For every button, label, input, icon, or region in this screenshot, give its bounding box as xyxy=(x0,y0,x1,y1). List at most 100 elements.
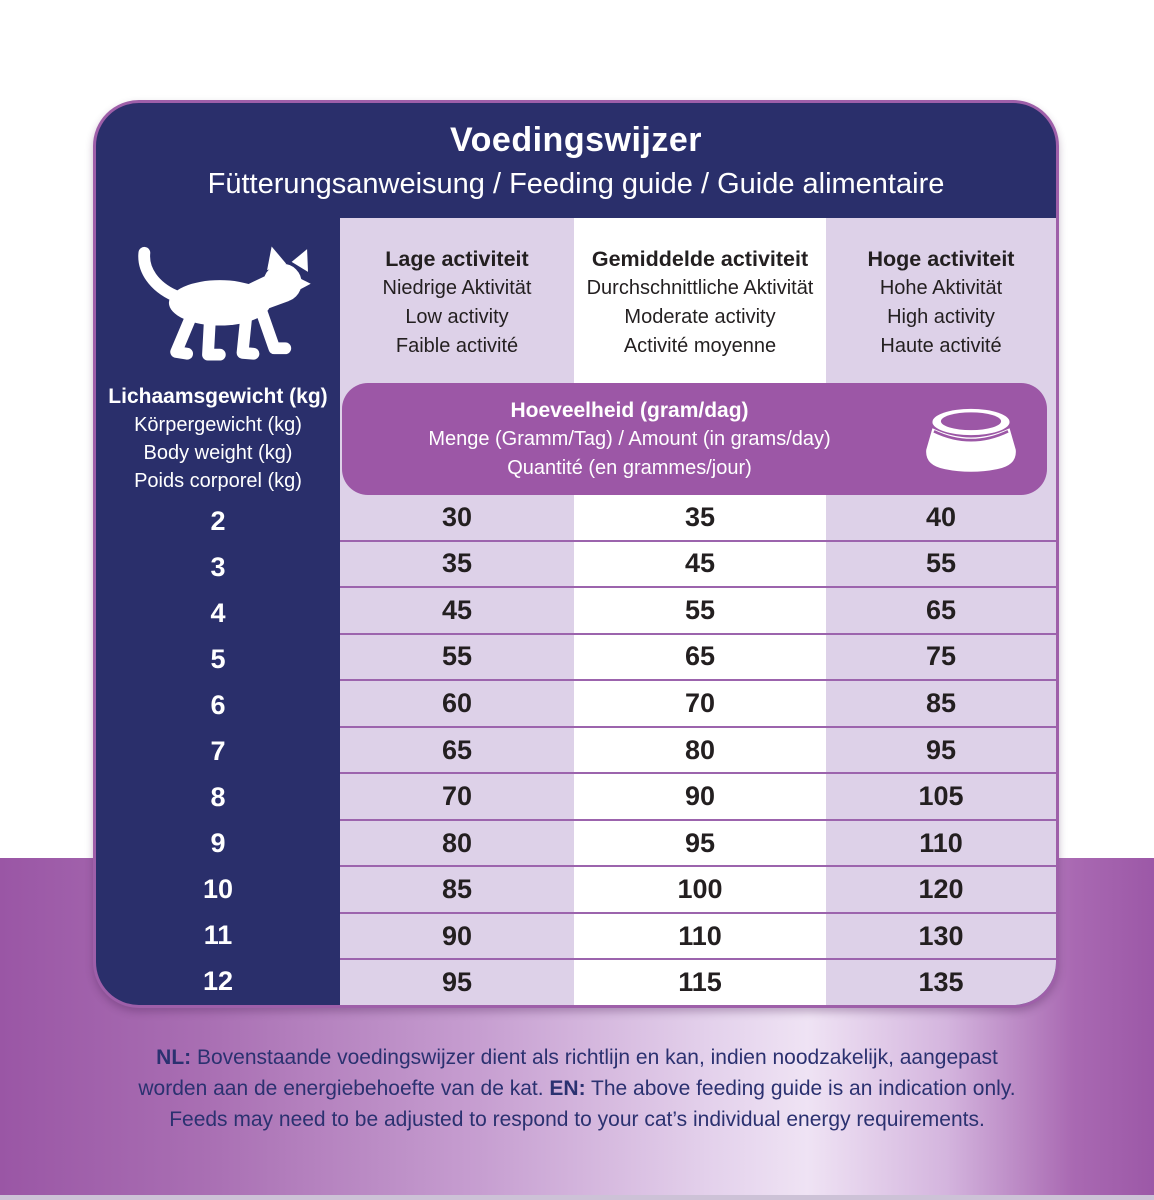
cell-moderate: 70 xyxy=(684,687,716,718)
col-low-en: Low activity xyxy=(405,305,509,328)
column-bg-moderate xyxy=(574,218,826,1005)
weight-value: 12 xyxy=(202,966,234,997)
table-body: Lichaamsgewicht (kg) Körpergewicht (kg) … xyxy=(96,218,1056,1005)
weight-label-en: Body weight (kg) xyxy=(143,442,293,464)
col-high-en: High activity xyxy=(887,305,995,328)
col-low-fr: Faible activité xyxy=(395,334,519,357)
card-header: Voedingswijzer Fütterungsanweisung / Fee… xyxy=(96,103,1056,218)
weight-label-nl: Lichaamsgewicht (kg) xyxy=(108,385,328,408)
amount-nl: Hoeveelheid (gram/dag) xyxy=(510,398,749,422)
cell-high: 40 xyxy=(925,501,957,532)
footer-en-label: EN: xyxy=(549,1077,586,1100)
table-row: 55 65 75 xyxy=(340,632,1056,680)
cell-low: 80 xyxy=(441,827,473,858)
cat-icon xyxy=(96,218,340,383)
bottom-edge-strip xyxy=(0,1195,1154,1200)
cell-high: 85 xyxy=(925,687,957,718)
cell-moderate: 65 xyxy=(684,641,716,672)
page-title: Voedingswijzer xyxy=(450,121,702,159)
col-high-nl: Hoge activiteit xyxy=(867,246,1015,271)
footer-line1: Bovenstaande voedingswijzer dient als ri… xyxy=(138,1046,998,1100)
weight-value: 3 xyxy=(210,551,226,582)
weight-value: 4 xyxy=(210,597,226,628)
table-row: 60 70 85 xyxy=(340,679,1056,726)
col-mod-fr: Activité moyenne xyxy=(623,334,777,357)
table-row: 45 55 65 xyxy=(340,586,1056,633)
footer-line2-pre: energiebehoefte van de kat. xyxy=(283,1077,550,1100)
cell-low: 95 xyxy=(441,967,473,998)
col-high-fr: Haute activité xyxy=(880,334,1002,357)
col-high-de: Hohe Aktivität xyxy=(879,276,1003,299)
weight-values: 2 3 4 5 6 7 8 9 10 11 12 xyxy=(96,498,340,1005)
activity-columns: Lage activiteit Niedrige Aktivität Low a… xyxy=(340,218,1056,1005)
cell-high: 65 xyxy=(925,594,957,625)
cell-high: 105 xyxy=(918,781,964,812)
data-rows: 30 35 40 35 45 55 45 55 65 xyxy=(340,495,1056,1005)
cell-moderate: 115 xyxy=(678,967,722,998)
cell-moderate: 95 xyxy=(684,827,716,858)
footer-note: NL: Bovenstaande voedingswijzer dient al… xyxy=(127,1042,1027,1135)
weight-value: 6 xyxy=(210,689,226,720)
bowl-icon xyxy=(917,399,1025,479)
cell-high: 55 xyxy=(925,548,957,579)
cell-moderate: 55 xyxy=(684,594,716,625)
table-row: 70 90 105 xyxy=(340,772,1056,819)
weight-label-fr: Poids corporel (kg) xyxy=(134,470,302,492)
cell-moderate: 100 xyxy=(677,874,723,905)
weight-value: 11 xyxy=(203,920,233,951)
cell-moderate: 45 xyxy=(684,548,716,579)
weight-column: Lichaamsgewicht (kg) Körpergewicht (kg) … xyxy=(96,218,340,1005)
cell-low: 30 xyxy=(441,501,473,532)
amount-banner: Hoeveelheid (gram/dag) Menge (Gramm/Tag)… xyxy=(342,383,1047,495)
table-row: 90 110 130 xyxy=(340,911,1056,959)
table-row: 65 80 95 xyxy=(340,725,1056,773)
cell-low: 45 xyxy=(441,594,473,625)
weight-header: Lichaamsgewicht (kg) Körpergewicht (kg) … xyxy=(96,383,340,498)
feeding-guide-card: Voedingswijzer Fütterungsanweisung / Fee… xyxy=(93,100,1059,1008)
cell-moderate: 110 xyxy=(678,920,722,951)
col-low-de: Niedrige Aktivität xyxy=(382,276,532,299)
cell-low: 65 xyxy=(441,734,473,765)
col-low-nl: Lage activiteit xyxy=(385,246,529,271)
cell-moderate: 90 xyxy=(684,781,716,812)
cell-low: 90 xyxy=(441,920,473,951)
cell-moderate: 35 xyxy=(684,501,716,532)
cell-low: 35 xyxy=(441,548,473,579)
table-row: 80 95 110 xyxy=(340,818,1056,866)
amount-de-en: Menge (Gramm/Tag) / Amount (in grams/day… xyxy=(428,427,831,450)
cell-low: 85 xyxy=(441,874,473,905)
cell-high: 130 xyxy=(918,920,964,951)
table-row: 35 45 55 xyxy=(340,539,1056,587)
col-mod-en: Moderate activity xyxy=(624,305,776,328)
cell-high: 110 xyxy=(919,827,963,858)
cell-high: 135 xyxy=(918,967,964,998)
weight-value: 2 xyxy=(210,505,226,536)
column-bg-low xyxy=(340,218,574,1005)
amount-fr: Quantité (en grammes/jour) xyxy=(507,456,752,479)
page-subtitle: Fütterungsanweisung / Feeding guide / Gu… xyxy=(207,168,945,200)
weight-label-de: Körpergewicht (kg) xyxy=(134,414,302,436)
table-row: 30 35 40 xyxy=(340,495,1056,540)
weight-value: 9 xyxy=(210,828,226,859)
column-headers: Lage activiteit Niedrige Aktivität Low a… xyxy=(340,218,1056,383)
table-row: 85 100 120 xyxy=(340,865,1056,912)
cell-moderate: 80 xyxy=(684,734,716,765)
weight-value: 5 xyxy=(210,643,226,674)
cell-low: 60 xyxy=(441,687,473,718)
column-header-high: Hoge activiteit Hohe Aktivität High acti… xyxy=(826,218,1056,383)
footer-nl-label: NL: xyxy=(156,1046,192,1069)
weight-value: 7 xyxy=(210,736,226,767)
footer-line3: adjusted to respond to your cat’s indivi… xyxy=(384,1108,985,1131)
table-row: 95 115 135 xyxy=(340,958,1056,1005)
weight-value: 10 xyxy=(202,874,234,905)
column-header-moderate: Gemiddelde activiteit Durchschnittliche … xyxy=(574,218,826,383)
cell-high: 95 xyxy=(925,734,957,765)
cell-high: 75 xyxy=(925,641,957,672)
column-header-low: Lage activiteit Niedrige Aktivität Low a… xyxy=(340,218,574,383)
column-bg-high xyxy=(826,218,1056,1005)
col-mod-de: Durchschnittliche Aktivität xyxy=(586,276,814,299)
col-mod-nl: Gemiddelde activiteit xyxy=(591,246,809,271)
cell-low: 55 xyxy=(441,641,473,672)
cell-high: 120 xyxy=(918,874,964,905)
weight-value: 8 xyxy=(210,782,226,813)
